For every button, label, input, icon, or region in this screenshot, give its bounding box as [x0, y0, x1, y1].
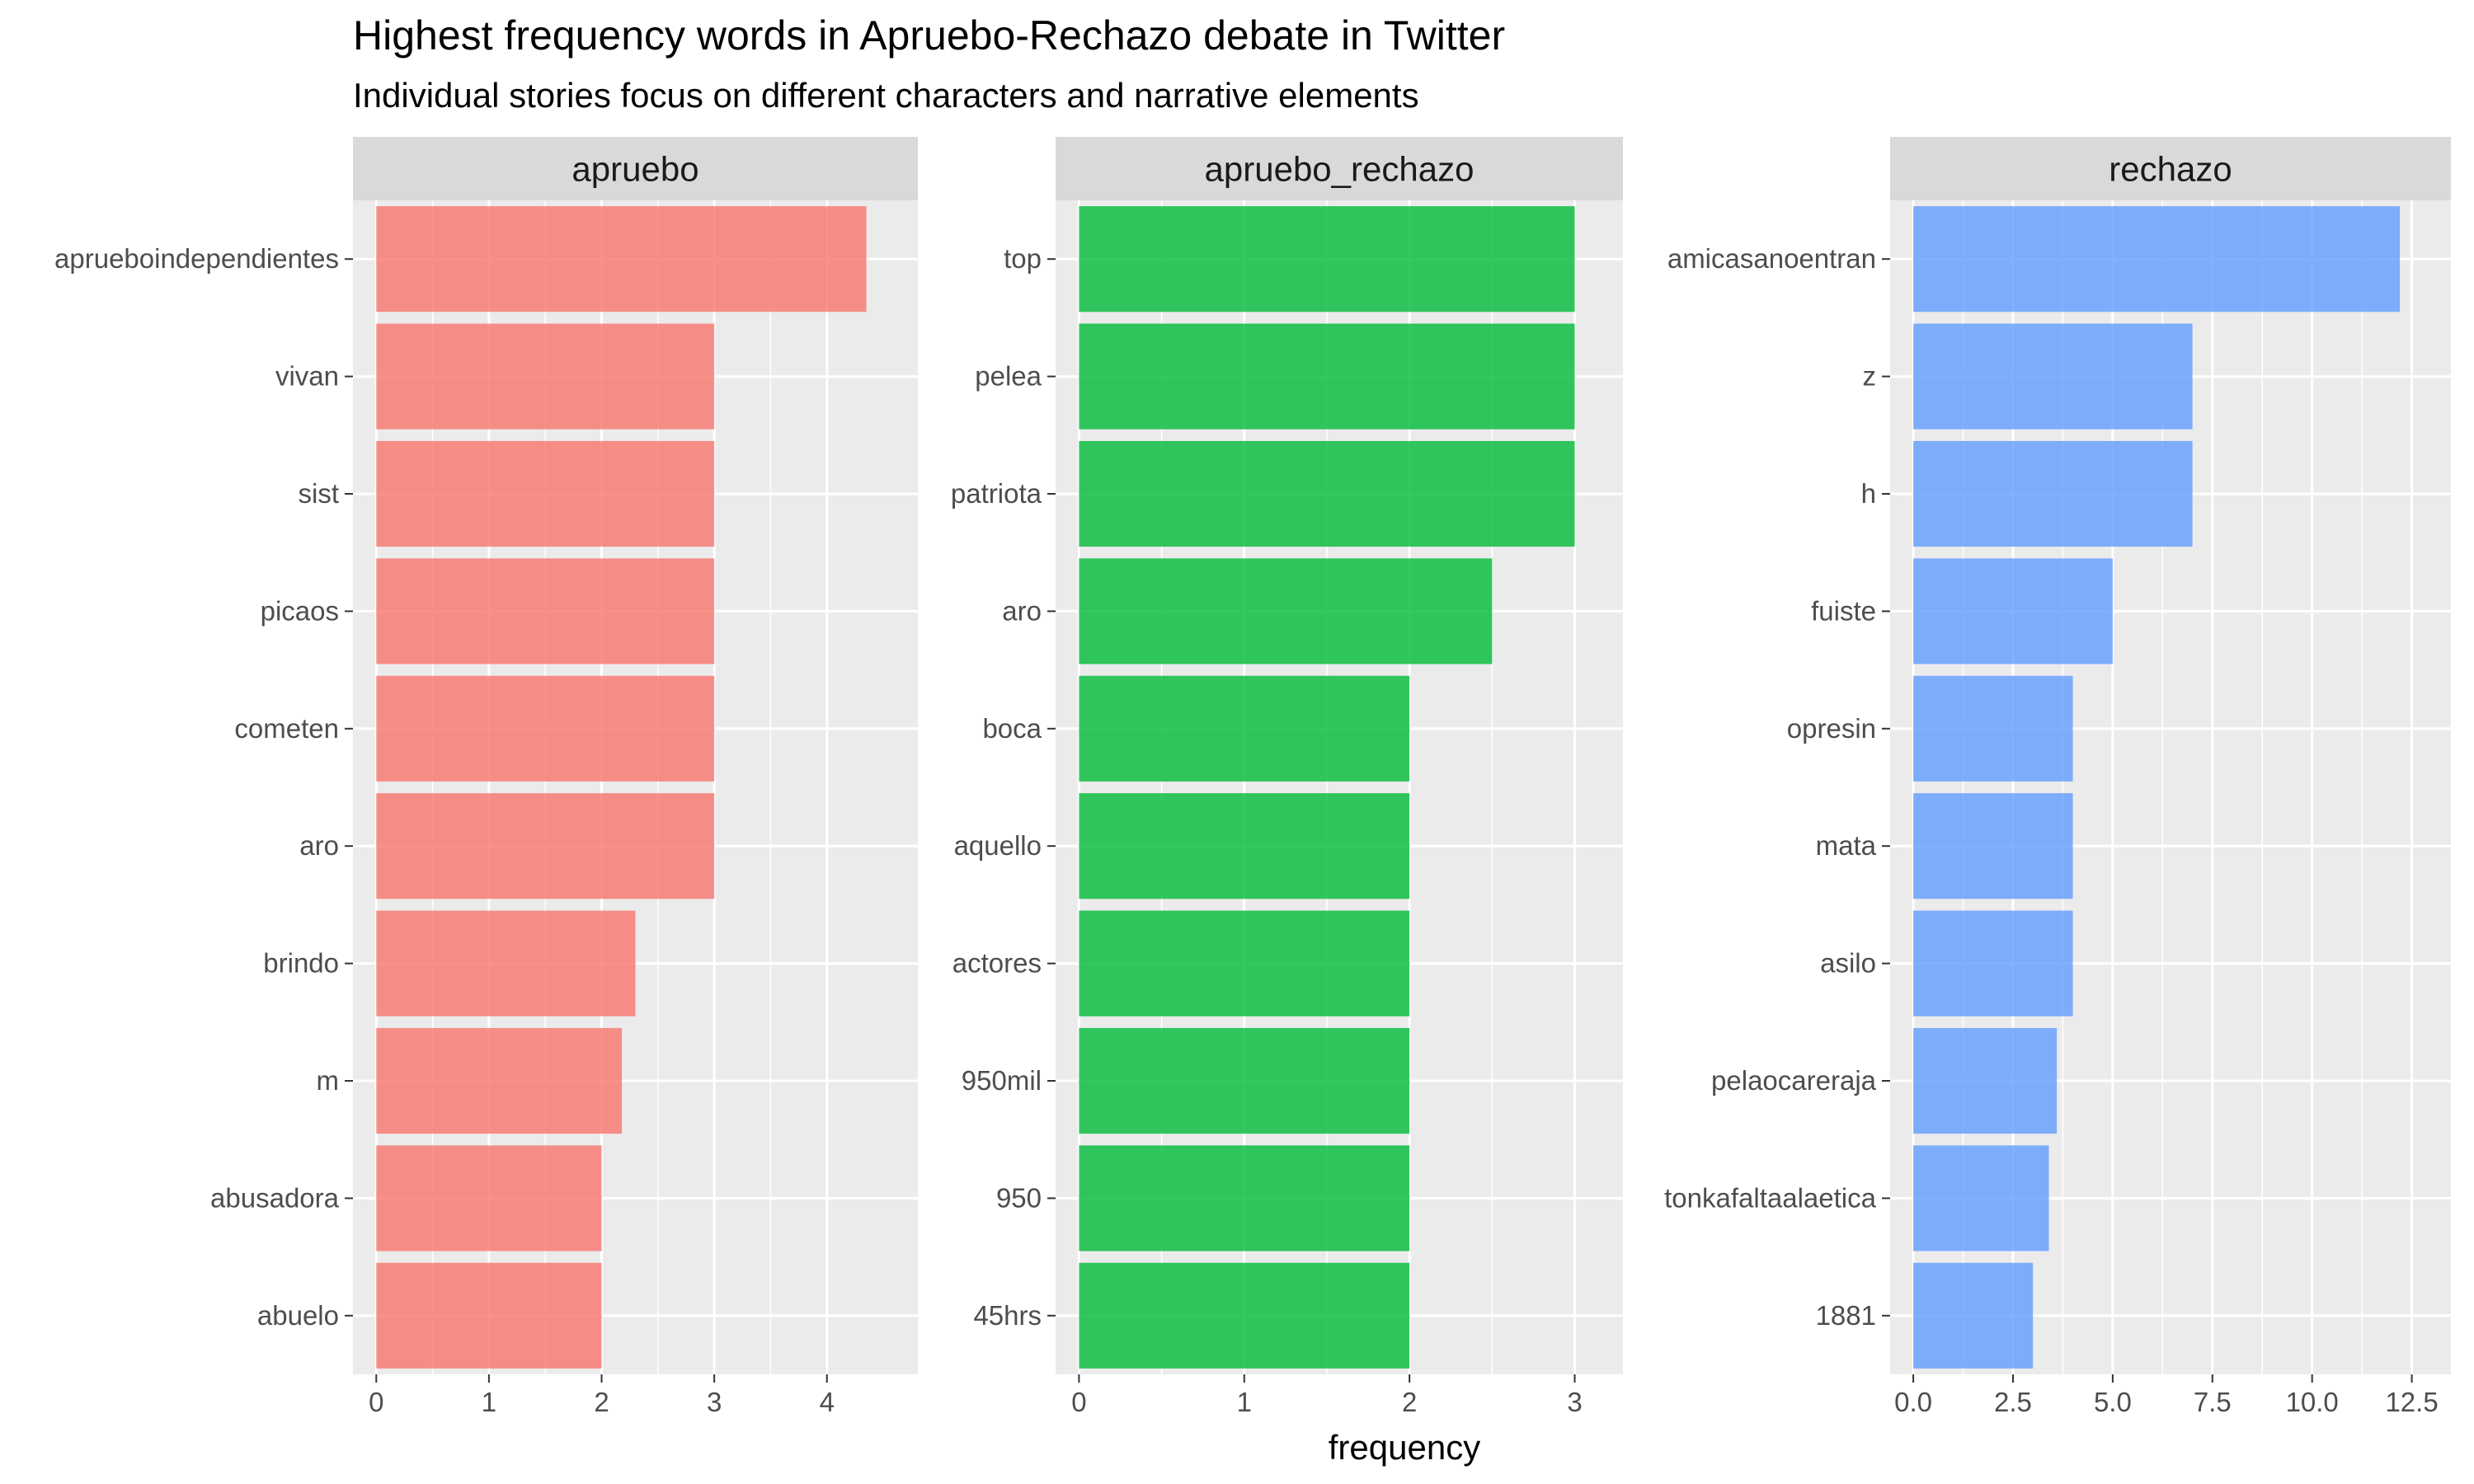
facet-strip-label: rechazo	[2109, 150, 2232, 189]
x-tick-label: 4	[820, 1387, 835, 1417]
bar-cometen	[376, 675, 715, 782]
bar-actores	[1079, 910, 1410, 1017]
bar-h	[1913, 440, 2193, 547]
y-tick-label: cometen	[234, 713, 339, 744]
facet-panel-apruebo: apruebo aprueboindependientes vivan sist pic…	[54, 137, 918, 1417]
x-tick-label: 0.0	[1894, 1387, 1932, 1417]
y-tick-label: 45hrs	[973, 1300, 1042, 1331]
y-tick-label: amicasanoentran	[1667, 243, 1876, 274]
x-tick-label: 3	[1567, 1387, 1582, 1417]
y-tick-label: sist	[299, 478, 340, 509]
y-tick-label: boca	[982, 713, 1042, 744]
bar-opresin	[1913, 675, 2073, 782]
y-tick-label: z	[1863, 361, 1877, 392]
bar-aro	[376, 793, 715, 899]
bar-z	[1913, 323, 2193, 430]
bar-950	[1079, 1145, 1410, 1252]
bar-aprueboindependientes	[376, 206, 867, 312]
y-tick-label: mata	[1816, 830, 1877, 861]
bar-asilo	[1913, 910, 2073, 1017]
y-tick-label: aprueboindependientes	[54, 243, 339, 274]
bar-sist	[376, 440, 715, 547]
bar-aquello	[1079, 793, 1410, 899]
y-tick-label: aro	[1002, 595, 1042, 626]
x-tick-label: 5.0	[2094, 1387, 2132, 1417]
y-tick-label: tonkafaltaalaetica	[1664, 1182, 1876, 1213]
bar-abusadora	[376, 1145, 602, 1252]
y-tick-label: h	[1861, 478, 1876, 509]
facet-strip-label: apruebo	[571, 150, 698, 189]
y-tick-label: aro	[299, 830, 339, 861]
bar-aro	[1079, 558, 1493, 665]
x-tick-label: 12.5	[2385, 1387, 2438, 1417]
x-tick-label: 2	[1402, 1387, 1417, 1417]
bar-amicasanoentran	[1913, 206, 2401, 312]
x-tick-label: 3	[707, 1387, 722, 1417]
y-tick-label: picaos	[261, 595, 339, 626]
y-tick-label: actores	[952, 948, 1042, 979]
bar-m	[376, 1027, 623, 1134]
bar-picaos	[376, 558, 715, 665]
bar-boca	[1079, 675, 1410, 782]
x-tick-label: 0	[369, 1387, 383, 1417]
facet-strip	[1056, 137, 1623, 200]
facet-panel-rechazo: rechazo amicasanoentran z h fuiste opresin mat…	[1664, 137, 2451, 1417]
y-tick-label: vivan	[275, 361, 339, 392]
y-tick-label: abusadora	[210, 1182, 340, 1213]
bar-950mil	[1079, 1027, 1410, 1134]
bar-top	[1079, 206, 1575, 312]
y-tick-label: patriota	[951, 478, 1042, 509]
y-tick-label: pelaocareraja	[1711, 1065, 1877, 1096]
y-tick-label: 1881	[1816, 1300, 1876, 1331]
bar-pelea	[1079, 323, 1575, 430]
bar-brindo	[376, 910, 636, 1017]
bar-45hrs	[1079, 1262, 1410, 1369]
chart-subtitle: Individual stories focus on different ch…	[353, 76, 1419, 115]
bar-1881	[1913, 1262, 2034, 1369]
facet-panels: apruebo aprueboindependientes vivan sist pic…	[54, 137, 2451, 1417]
bar-abuelo	[376, 1262, 602, 1369]
bar-pelaocareraja	[1913, 1027, 2058, 1134]
bar-tonkafaltaalaetica	[1913, 1145, 2049, 1252]
x-tick-label: 2.5	[1994, 1387, 2032, 1417]
y-tick-label: m	[317, 1065, 340, 1096]
facet-strip-label: apruebo_rechazo	[1205, 150, 1475, 189]
x-tick-label: 0	[1071, 1387, 1086, 1417]
y-tick-label: aquello	[954, 830, 1042, 861]
y-tick-label: brindo	[263, 948, 339, 979]
y-tick-label: fuiste	[1811, 595, 1876, 626]
x-tick-label: 2	[594, 1387, 609, 1417]
facet-strip	[353, 137, 918, 200]
y-tick-label: pelea	[975, 361, 1042, 392]
x-tick-label: 1	[482, 1387, 496, 1417]
chart-title: Highest frequency words in Apruebo-Recha…	[353, 12, 1505, 59]
x-tick-label: 7.5	[2194, 1387, 2232, 1417]
y-tick-label: 950mil	[962, 1065, 1042, 1096]
bar-patriota	[1079, 440, 1575, 547]
bar-mata	[1913, 793, 2073, 899]
bar-fuiste	[1913, 558, 2113, 665]
x-tick-label: 1	[1237, 1387, 1252, 1417]
y-tick-label: 950	[996, 1182, 1042, 1213]
bar-vivan	[376, 323, 715, 430]
x-tick-label: 10.0	[2286, 1387, 2339, 1417]
y-tick-label: abuelo	[257, 1300, 339, 1331]
x-axis-label: frequency	[1329, 1428, 1480, 1467]
y-tick-label: opresin	[1787, 713, 1876, 744]
y-tick-label: top	[1004, 243, 1042, 274]
y-tick-label: asilo	[1820, 948, 1876, 979]
facet-strip	[1890, 137, 2451, 200]
